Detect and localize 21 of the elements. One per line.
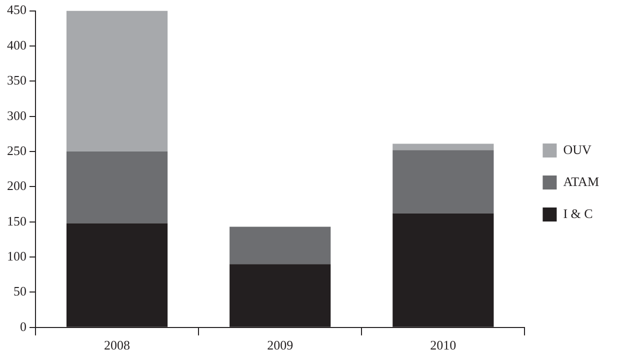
y-tick-label: 0: [20, 318, 26, 334]
y-tick-label: 150: [7, 213, 26, 228]
y-tick-label: 250: [7, 142, 26, 158]
x-tick-label: 2008: [104, 338, 130, 353]
legend-label: OUV: [563, 142, 592, 157]
bar: [66, 152, 168, 224]
legend-label: ATAM: [563, 174, 600, 189]
y-tick-label: 100: [7, 248, 26, 264]
y-tick-label: 450: [7, 2, 26, 18]
y-tick-label: 350: [7, 72, 26, 88]
y-tick-label: 50: [14, 284, 26, 299]
y-tick-label: 300: [7, 108, 26, 123]
bar: [392, 144, 494, 150]
x-tick-label: 2010: [430, 338, 456, 353]
x-tick-label: 2009: [267, 338, 294, 353]
y-tick-label: 200: [7, 178, 26, 194]
bar: [392, 150, 494, 214]
legend-label: I & C: [563, 206, 593, 221]
bar: [66, 10, 168, 152]
bar: [230, 226, 331, 264]
y-tick-label: 400: [7, 37, 26, 52]
